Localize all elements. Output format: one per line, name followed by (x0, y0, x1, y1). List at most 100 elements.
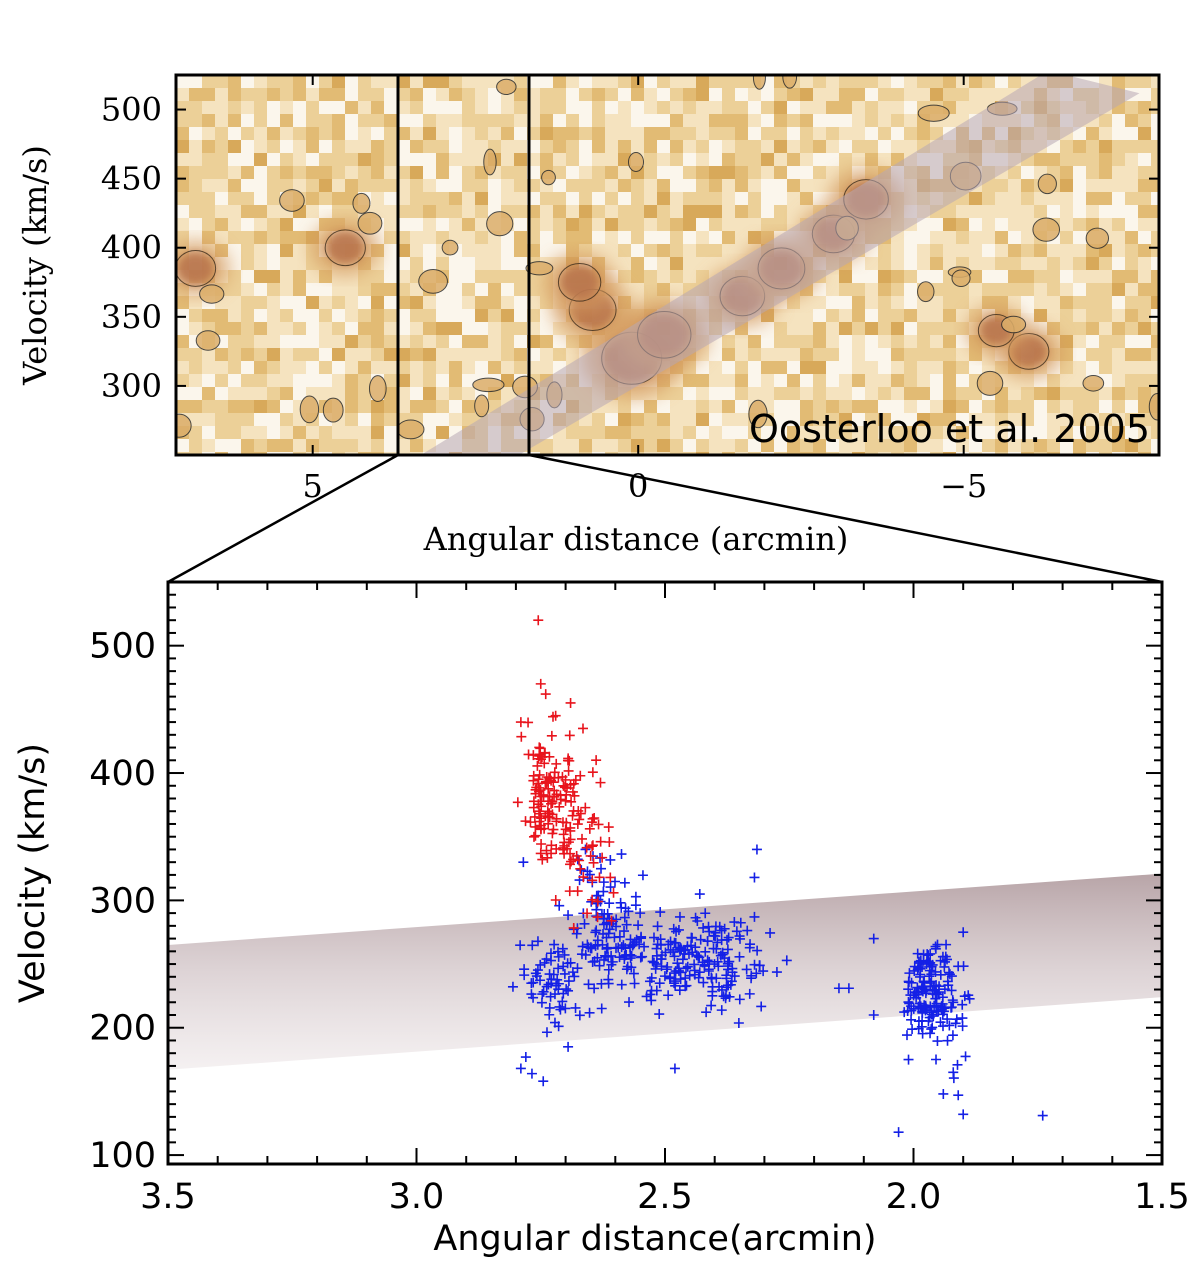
top-noise-cell (1086, 322, 1100, 336)
top-noise-cell (228, 270, 242, 284)
top-noise-cell (709, 348, 723, 362)
top-noise-cell (306, 309, 320, 323)
top-noise-cell (1086, 413, 1100, 427)
top-noise-cell (1086, 153, 1100, 167)
top-noise-cell (813, 101, 827, 115)
top-noise-cell (956, 400, 970, 414)
blue-point (677, 954, 688, 965)
top-noise-cell (436, 296, 450, 310)
top-noise-cell (969, 218, 983, 232)
red-point (575, 863, 586, 874)
top-noise-cell (319, 322, 333, 336)
top-noise-cell (488, 101, 502, 115)
top-noise-cell (605, 192, 619, 206)
top-noise-cell (202, 114, 216, 128)
red-point (530, 821, 541, 832)
top-noise-cell (826, 153, 840, 167)
top-noise-cell (1151, 140, 1159, 154)
top-noise-cell (254, 244, 268, 258)
blue-point (703, 966, 714, 977)
blue-point (663, 990, 674, 1001)
top-noise-cell (345, 374, 359, 388)
top-noise-cell (176, 218, 190, 232)
top-noise-cell (228, 101, 242, 115)
bottom-y-axis-label: Velocity (km/s) (13, 743, 53, 1003)
top-noise-cell (1112, 348, 1126, 362)
blue-point (669, 951, 680, 962)
top-noise-cell (189, 179, 203, 193)
top-noise-cell (917, 361, 931, 375)
top-noise-cell (202, 88, 216, 102)
top-noise-cell (462, 296, 476, 310)
bottom-y-tick-label: 100 (89, 1136, 156, 1176)
top-noise-cell (1151, 153, 1159, 167)
top-noise-cell (280, 374, 294, 388)
red-point (536, 752, 547, 763)
top-noise-cell (332, 127, 346, 141)
top-noise-cell (1099, 192, 1113, 206)
top-noise-cell (839, 140, 853, 154)
top-noise-cell (319, 270, 333, 284)
top-noise-cell (293, 283, 307, 297)
red-point (585, 850, 596, 861)
top-noise-cell (449, 270, 463, 284)
top-noise-cell (579, 114, 593, 128)
top-noise-cell (800, 192, 814, 206)
top-noise-cell (826, 400, 840, 414)
top-noise-cell (644, 218, 658, 232)
top-noise-cell (709, 244, 723, 258)
top-noise-cell (280, 257, 294, 271)
top-noise-cell (462, 231, 476, 245)
blue-point (561, 984, 572, 995)
top-noise-cell (1099, 400, 1113, 414)
blue-point (611, 914, 622, 925)
top-noise-cell (761, 88, 775, 102)
top-noise-cell (1034, 439, 1048, 453)
blue-point (1037, 1110, 1048, 1121)
top-noise-cell (982, 192, 996, 206)
top-noise-cell (540, 101, 554, 115)
top-noise-cell (852, 296, 866, 310)
red-point (567, 786, 578, 797)
top-noise-cell (696, 101, 710, 115)
top-noise-cell (176, 140, 190, 154)
top-noise-cell (865, 283, 879, 297)
top-noise-cell (189, 439, 203, 453)
blue-point (563, 976, 574, 987)
top-noise-cell (722, 153, 736, 167)
blue-point (559, 949, 570, 960)
top-noise-cell (371, 335, 385, 349)
top-noise-cell (371, 270, 385, 284)
top-noise-cell (254, 140, 268, 154)
top-noise-cell (917, 231, 931, 245)
top-noise-cell (371, 101, 385, 115)
blue-point (616, 849, 627, 860)
top-noise-cell (475, 192, 489, 206)
top-noise-cell (1151, 101, 1159, 115)
top-noise-cell (943, 205, 957, 219)
top-noise-cell (1112, 231, 1126, 245)
top-noise-cell (852, 127, 866, 141)
top-noise-cell (618, 413, 632, 427)
top-noise-cell (813, 387, 827, 401)
blue-point (535, 959, 546, 970)
top-noise-cell (683, 374, 697, 388)
top-noise-cell (397, 387, 411, 401)
top-noise-cell (189, 413, 203, 427)
blue-point (630, 891, 641, 902)
top-noise-cell (202, 179, 216, 193)
blue-point (544, 1009, 555, 1020)
top-noise-cell (475, 283, 489, 297)
top-noise-cell (813, 140, 827, 154)
top-noise-cell (241, 127, 255, 141)
top-noise-cell (579, 153, 593, 167)
top-noise-cell (1138, 348, 1152, 362)
blue-point (603, 974, 614, 985)
top-noise-cell (319, 179, 333, 193)
top-noise-cell (1021, 296, 1035, 310)
top-noise-cell (410, 218, 424, 232)
top-noise-cell (904, 75, 918, 89)
top-noise-cell (423, 231, 437, 245)
top-noise-cell (1008, 283, 1022, 297)
top-noise-cell (722, 101, 736, 115)
